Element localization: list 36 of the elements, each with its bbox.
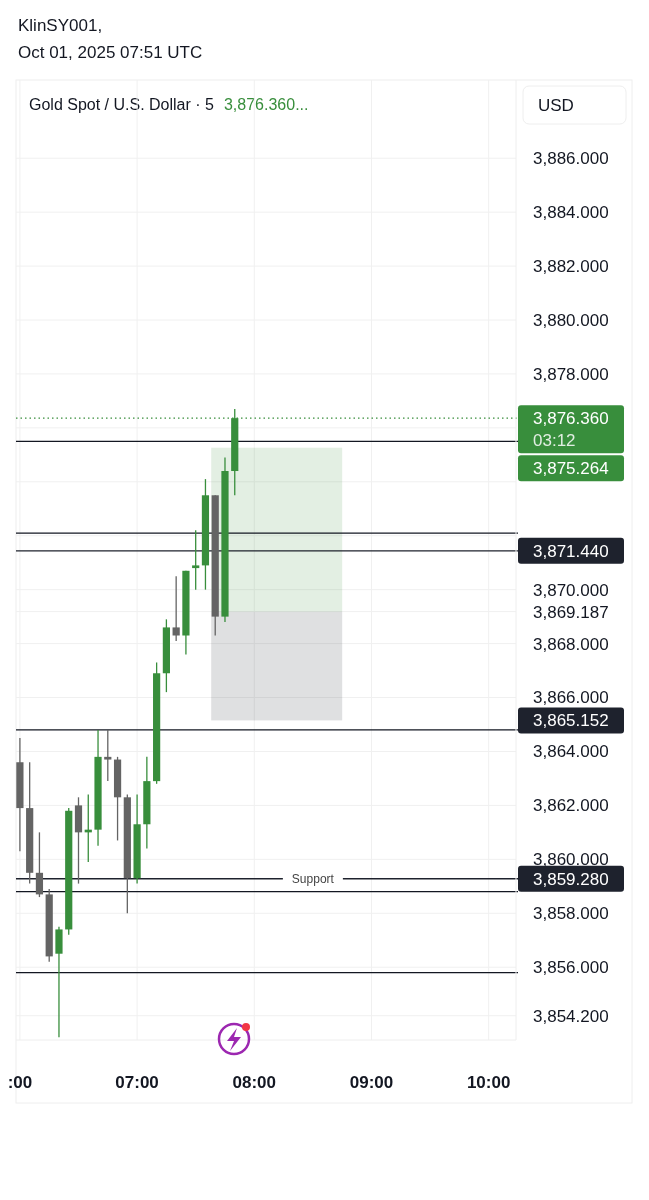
- candlestick: [172, 575, 180, 642]
- y-tick-label: 3,870.000: [533, 580, 609, 600]
- text: 3,865.152: [533, 711, 609, 731]
- ref-line-label: 3,871.440: [533, 541, 609, 561]
- text: 03:12: [533, 431, 576, 451]
- y-tick-label: 3,854.200: [533, 1006, 609, 1026]
- y-tick-label: 3,866.000: [533, 688, 609, 708]
- annotation: Support: [291, 871, 335, 886]
- x-tick-label: 08:00: [232, 1073, 277, 1092]
- x-tick-label: :00: [7, 1073, 33, 1092]
- ref-line-label: 3,876.360: [533, 409, 609, 429]
- candlestick: [104, 729, 112, 782]
- y-tick-label: 3,878.000: [533, 364, 609, 384]
- x-tick-label: 10:00: [466, 1073, 511, 1092]
- x-tick-label: 09:00: [349, 1073, 394, 1092]
- y-tick-label: 3,868.000: [533, 634, 609, 654]
- text: 3,875.264: [533, 459, 609, 479]
- text: Gold Spot / U.S. Dollar · 5: [29, 96, 214, 113]
- y-tick-label: 3,886.000: [533, 149, 609, 169]
- ref-line-label: 3,859.280: [533, 869, 609, 889]
- y-tick-label: 3,858.000: [533, 904, 609, 924]
- y-tick-label: 3,860.000: [533, 850, 609, 870]
- y-tick-label: 3,880.000: [533, 310, 609, 330]
- text: Oct 01, 2025 07:51 UTC: [18, 43, 203, 62]
- x-tick-label: 07:00: [115, 1073, 159, 1092]
- text: KlinSY001,: [18, 16, 103, 35]
- annotation: 3,876.360...: [223, 96, 309, 113]
- y-tick-label: 3,884.000: [533, 203, 609, 223]
- y-tick-label: 3,862.000: [533, 796, 609, 816]
- y-tick-label: 3,864.000: [533, 742, 609, 762]
- y-tick-label: 3,856.000: [533, 958, 609, 978]
- y-tick-label: 3,882.000: [533, 257, 609, 277]
- y-tick-label: 3,869.187: [533, 602, 609, 622]
- candlestick: [35, 831, 44, 898]
- y-axis-title: USD: [538, 96, 574, 115]
- candlestick: [192, 529, 200, 591]
